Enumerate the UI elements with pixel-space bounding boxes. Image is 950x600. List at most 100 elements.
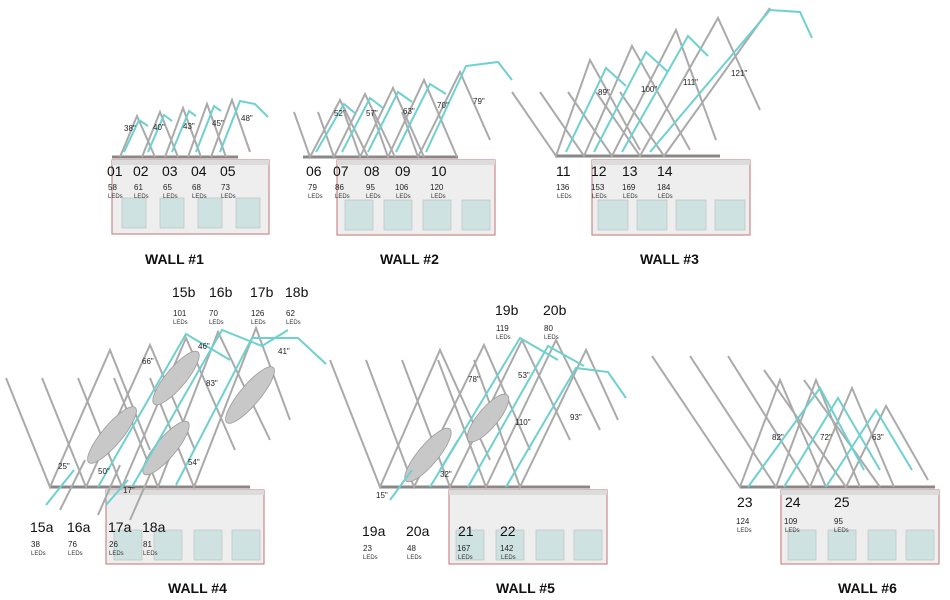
angle-label: 70" (437, 101, 449, 110)
wall-1-frames (119, 97, 251, 158)
segment-led-unit: LEDs (308, 194, 323, 200)
angle-label: 15" (376, 491, 388, 500)
wall-2: 52" 57" 63" 70" 79" 06 79 LEDs 07 86 LED… (293, 60, 513, 267)
wall-1: 38" 40" 43" 45" 48" 01 58 LEDs 02 61 LED… (107, 97, 270, 267)
wall-6-cabinet (780, 489, 940, 565)
angle-label: 50" (98, 467, 110, 476)
segment-led-unit: LEDs (544, 335, 559, 341)
angle-label: 83" (206, 379, 218, 388)
segment-led-unit: LEDs (834, 528, 849, 534)
segment-number: 18a (142, 519, 166, 535)
segment-led-unit: LEDs (251, 320, 266, 326)
segment-number: 16a (67, 519, 91, 535)
segment-led-count: 76 (68, 540, 77, 549)
segment-number: 14 (657, 163, 673, 179)
segment-number: 19b (495, 302, 519, 318)
wall-5-led-strips (389, 336, 627, 501)
segment-led-unit: LEDs (192, 194, 207, 200)
wall-3-led-strips (565, 8, 813, 153)
segment-number: 05 (220, 163, 236, 179)
segment-led-unit: LEDs (431, 194, 446, 200)
segment-number: 03 (162, 163, 178, 179)
segment-led-unit: LEDs (109, 551, 124, 557)
angle-label: 48" (241, 114, 253, 123)
segment-led-count: 167 (457, 544, 471, 553)
angle-label: 45" (212, 119, 224, 128)
segment-number: 07 (333, 163, 349, 179)
segment-number: 09 (395, 163, 411, 179)
wall-5-cabinet (448, 489, 608, 565)
segment-led-count: 65 (163, 183, 172, 192)
segment-led-count: 109 (784, 517, 798, 526)
wall-3-frames (511, 7, 771, 159)
segment-number: 02 (133, 163, 149, 179)
segment-led-count: 81 (143, 540, 152, 549)
segment-number: 20a (406, 523, 430, 539)
wall-1-cabinet (111, 159, 270, 235)
wall-title: WALL #2 (380, 251, 439, 267)
segment-led-unit: LEDs (335, 194, 350, 200)
segment-led-unit: LEDs (496, 335, 511, 341)
segment-number: 01 (107, 163, 123, 179)
angle-label: 121" (731, 69, 747, 78)
angle-label: 32" (440, 470, 452, 479)
segment-number: 13 (622, 163, 638, 179)
angle-label: 46" (198, 342, 210, 351)
segment-number: 25 (834, 494, 850, 510)
angle-label: 17" (123, 486, 135, 495)
segment-led-unit: LEDs (366, 194, 381, 200)
segment-number: 17b (250, 284, 274, 300)
angle-label: 93" (570, 413, 582, 422)
angle-label: 40" (153, 123, 165, 132)
segment-led-count: 26 (109, 540, 118, 549)
wall-title: WALL #1 (145, 251, 204, 267)
segment-led-count: 106 (395, 183, 409, 192)
segment-led-count: 126 (251, 309, 265, 318)
segment-led-count: 80 (544, 324, 553, 333)
angle-label: 82" (772, 433, 784, 442)
angle-label: 100" (641, 85, 657, 94)
segment-led-count: 73 (221, 183, 230, 192)
wall-title: WALL #6 (838, 580, 897, 596)
segment-number: 24 (785, 494, 801, 510)
segment-number: 20b (543, 302, 567, 318)
angle-label: 57" (366, 109, 378, 118)
segment-number: 11 (556, 163, 571, 179)
wall-5: 15" 32" 78" 53" 110" 93" 19a 23 LEDs 20a… (329, 302, 627, 596)
segment-led-unit: LEDs (557, 194, 572, 200)
segment-number: 21 (458, 523, 474, 539)
angle-label: 53" (518, 371, 530, 380)
segment-led-unit: LEDs (363, 555, 378, 561)
segment-number: 18b (285, 284, 309, 300)
wall-6-led-strips (747, 386, 913, 488)
segment-led-count: 184 (657, 183, 671, 192)
segment-led-count: 86 (335, 183, 344, 192)
segment-led-count: 38 (31, 540, 40, 549)
wall-6: 82" 72" 63" 23 124 LEDs 24 109 LEDs 25 9… (651, 355, 940, 596)
wall-6-frames (651, 355, 929, 490)
segment-number: 15a (30, 519, 54, 535)
angle-label: 72" (820, 433, 832, 442)
angle-label: 63" (872, 433, 884, 442)
segment-led-count: 120 (430, 183, 444, 192)
segment-led-unit: LEDs (134, 194, 149, 200)
segment-led-unit: LEDs (163, 194, 178, 200)
segment-led-unit: LEDs (785, 528, 800, 534)
angle-label: 78" (468, 375, 480, 384)
wall-title: WALL #4 (168, 580, 227, 596)
wall-1-led-strips (123, 99, 269, 153)
segment-led-unit: LEDs (173, 320, 188, 326)
segment-led-count: 48 (407, 544, 416, 553)
angle-label: 79" (473, 97, 485, 106)
angle-label: 89" (598, 88, 610, 97)
segment-number: 17a (108, 519, 132, 535)
segment-led-count: 142 (500, 544, 514, 553)
segment-number: 16b (209, 284, 233, 300)
segment-number: 06 (306, 163, 322, 179)
angle-label: 43" (183, 122, 195, 131)
segment-led-count: 79 (308, 183, 317, 192)
segment-led-unit: LEDs (221, 194, 236, 200)
segment-led-count: 136 (556, 183, 570, 192)
segment-number: 12 (591, 163, 607, 179)
